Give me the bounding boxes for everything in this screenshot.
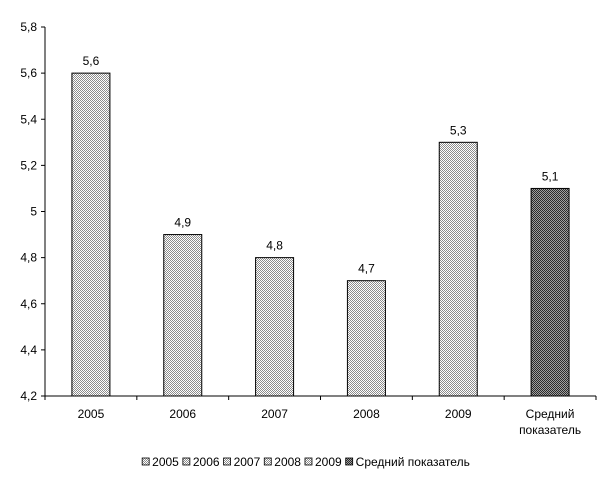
y-tick-label: 4,6	[20, 297, 37, 311]
bar	[163, 234, 203, 397]
legend-swatch	[345, 457, 354, 466]
bar	[438, 141, 478, 397]
legend-swatch	[141, 457, 150, 466]
legend-swatch	[304, 457, 313, 466]
x-tick-label: 2009	[445, 407, 472, 421]
x-tick-label: 2007	[261, 407, 288, 421]
data-label: 4,7	[358, 262, 375, 276]
legend: 2005 2006 2007 2008 2009 Средний показатель	[141, 455, 470, 469]
y-axis: 4,2 4,4 4,6 4,8 5 5,2 5,4 5,6 5,8	[20, 20, 46, 403]
legend-label: Средний показатель	[356, 455, 470, 469]
x-tick-label: 2006	[169, 407, 196, 421]
y-tick-label: 4,8	[20, 251, 37, 265]
data-label: 5,6	[83, 54, 100, 68]
y-tick-label: 5,2	[20, 158, 37, 172]
data-label: 5,1	[542, 169, 559, 183]
y-tick-label: 5,8	[20, 20, 37, 34]
legend-swatch	[223, 457, 231, 466]
legend-label: 2009	[315, 455, 342, 469]
value-labels: 5,6 4,9 4,8 4,7 5,3 5,1	[83, 54, 559, 276]
x-tick-label: 2008	[353, 407, 380, 421]
bar	[346, 280, 386, 397]
y-tick-label: 4,2	[20, 389, 37, 403]
x-tick-label: 2005	[78, 407, 105, 421]
bar	[71, 72, 111, 397]
legend-label: 2006	[193, 455, 220, 469]
legend-label: 2007	[234, 455, 261, 469]
bars	[71, 72, 570, 397]
data-label: 5,3	[450, 123, 467, 137]
y-tick-label: 5	[30, 205, 37, 219]
y-tick-label: 4,4	[20, 343, 37, 357]
legend-label: 2005	[152, 455, 179, 469]
y-tick-label: 5,4	[20, 112, 37, 126]
legend-swatch	[182, 457, 191, 466]
bar	[255, 257, 295, 397]
bar	[530, 187, 570, 397]
legend-swatch	[263, 457, 272, 466]
data-label: 4,8	[266, 239, 283, 253]
legend-label: 2008	[274, 455, 301, 469]
x-axis: 2005 2006 2007 2008 2009 Средний показатель	[44, 395, 597, 437]
data-label: 4,9	[174, 216, 191, 230]
x-tick-label: Средний	[526, 407, 575, 421]
x-tick-label: показатель	[519, 423, 581, 437]
y-tick-label: 5,6	[20, 66, 37, 80]
